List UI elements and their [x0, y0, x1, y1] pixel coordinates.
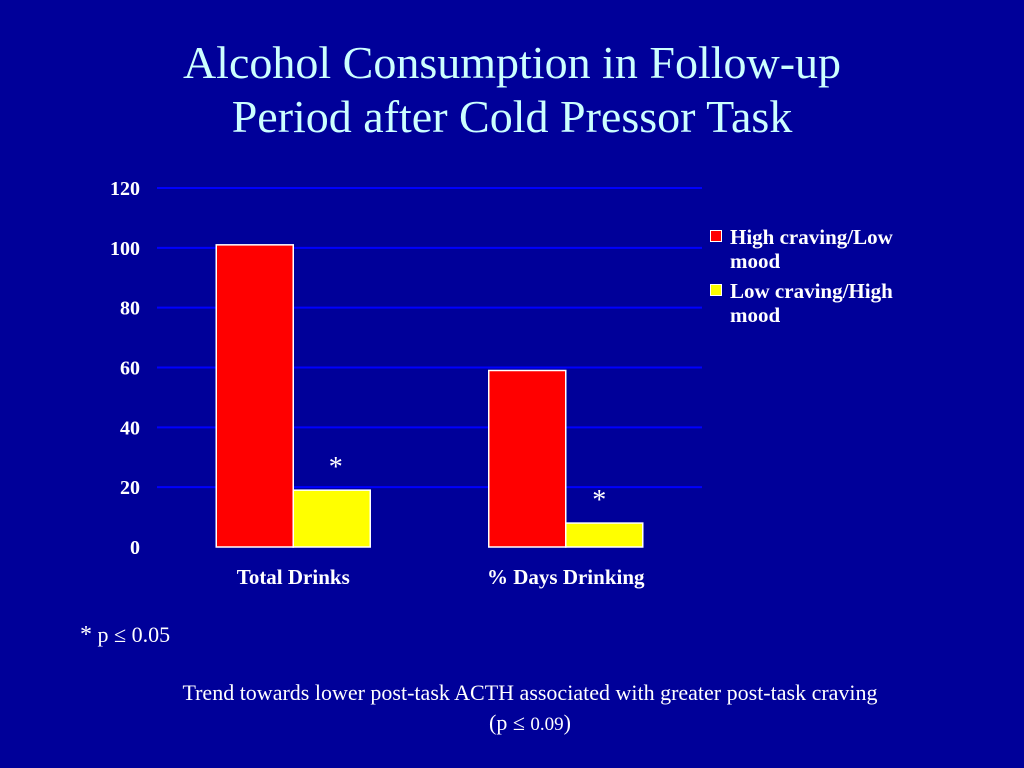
y-tick-label: 120	[110, 178, 140, 200]
trend-note: Trend towards lower post-task ACTH assoc…	[40, 678, 1020, 740]
title-line-1: Alcohol Consumption in Follow-up	[182, 37, 842, 88]
legend-item-low-craving: Low craving/High mood	[708, 279, 958, 327]
bar-low-craving-0	[292, 489, 371, 548]
bar-high-craving-0	[215, 244, 294, 548]
footnote-text: p ≤ 0.05	[97, 622, 171, 647]
slide-title: Alcohol Consumption in Follow-up Period …	[0, 36, 1024, 144]
chart-legend: High craving/Low mood Low craving/High m…	[708, 225, 958, 333]
legend-label-1b: mood	[730, 249, 781, 273]
significance-footnote: * p ≤ 0.05	[80, 622, 170, 649]
legend-label-2b: mood	[730, 303, 781, 327]
y-tick-label: 20	[120, 477, 140, 499]
legend-label-1a: High craving/Low	[730, 225, 893, 249]
trend-line-2-prefix: (p ≤	[489, 710, 525, 735]
y-tick-label: 60	[120, 358, 140, 380]
trend-line-2-suffix: )	[563, 710, 571, 735]
legend-label-2a: Low craving/High	[730, 279, 893, 303]
y-tick-label: 80	[120, 298, 140, 320]
legend-swatch-yellow	[710, 284, 722, 296]
significance-marker: *	[329, 452, 343, 483]
legend-item-high-craving: High craving/Low mood	[708, 225, 958, 273]
x-category-label: Total Drinks	[237, 565, 350, 589]
legend-swatch-red	[710, 230, 722, 242]
footnote-star: *	[80, 622, 92, 648]
significance-marker: *	[592, 485, 606, 516]
x-category-label: % Days Drinking	[487, 565, 645, 589]
trend-line-1: Trend towards lower post-task ACTH assoc…	[182, 680, 878, 705]
trend-line-2: (p ≤ 0.09)	[40, 708, 1020, 740]
bar-high-craving-1	[488, 369, 567, 548]
title-line-2: Period after Cold Pressor Task	[231, 91, 793, 142]
y-tick-label: 0	[130, 537, 140, 559]
y-tick-label: 100	[110, 238, 140, 260]
bar-low-craving-1	[565, 522, 644, 548]
trend-line-2-value: 0.09	[530, 714, 564, 735]
y-tick-label: 40	[120, 417, 140, 439]
